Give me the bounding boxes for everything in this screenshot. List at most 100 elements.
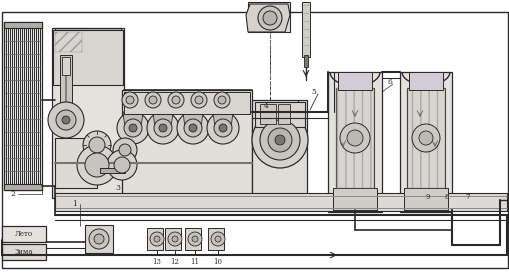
Circle shape: [217, 96, 225, 104]
Bar: [2, 226, 46, 242]
Bar: [408, 72, 442, 90]
Circle shape: [411, 124, 439, 152]
Polygon shape: [183, 112, 203, 128]
Circle shape: [145, 92, 161, 108]
Circle shape: [211, 232, 224, 246]
Bar: [55, 193, 506, 211]
Circle shape: [77, 145, 117, 185]
Circle shape: [56, 110, 76, 130]
Bar: [4, 184, 42, 190]
Circle shape: [114, 157, 130, 173]
Circle shape: [188, 232, 202, 246]
Circle shape: [62, 116, 70, 124]
Circle shape: [184, 119, 202, 137]
Text: 8: 8: [444, 193, 448, 201]
Bar: [251, 100, 306, 200]
Text: 10: 10: [213, 258, 222, 266]
Bar: [327, 72, 381, 212]
Circle shape: [172, 236, 178, 242]
Circle shape: [117, 112, 149, 144]
Bar: [122, 90, 251, 208]
Text: 4: 4: [263, 102, 268, 110]
Circle shape: [154, 236, 160, 242]
Circle shape: [107, 150, 137, 180]
Circle shape: [119, 144, 131, 156]
Circle shape: [340, 123, 369, 153]
Text: 13: 13: [152, 258, 161, 266]
Bar: [55, 32, 82, 52]
Bar: [335, 88, 373, 188]
Bar: [60, 55, 72, 105]
Circle shape: [218, 124, 227, 132]
Circle shape: [267, 128, 292, 152]
Text: Зима: Зима: [15, 248, 33, 256]
Circle shape: [48, 102, 84, 138]
Bar: [247, 2, 290, 32]
Circle shape: [150, 232, 164, 246]
Bar: [55, 138, 97, 188]
Bar: [4, 22, 42, 190]
Bar: [55, 28, 121, 58]
Circle shape: [346, 130, 362, 146]
Bar: [62, 57, 70, 75]
Bar: [301, 2, 309, 57]
Circle shape: [207, 112, 239, 144]
Bar: [124, 92, 249, 114]
Polygon shape: [153, 112, 173, 128]
Polygon shape: [213, 112, 233, 128]
Circle shape: [263, 11, 276, 25]
Circle shape: [260, 120, 299, 160]
Circle shape: [189, 124, 196, 132]
Text: Лето: Лето: [15, 230, 33, 238]
Circle shape: [177, 112, 209, 144]
Circle shape: [418, 131, 432, 145]
Polygon shape: [123, 112, 143, 128]
Circle shape: [167, 92, 184, 108]
Bar: [52, 28, 124, 198]
Circle shape: [129, 124, 137, 132]
Circle shape: [124, 119, 142, 137]
Circle shape: [94, 234, 104, 244]
Circle shape: [214, 92, 230, 108]
Circle shape: [159, 124, 166, 132]
Circle shape: [149, 96, 157, 104]
Bar: [399, 72, 451, 212]
Text: 5: 5: [311, 88, 316, 96]
Bar: [260, 104, 275, 124]
Circle shape: [194, 96, 203, 104]
Circle shape: [172, 96, 180, 104]
Bar: [4, 22, 42, 28]
Polygon shape: [245, 4, 290, 32]
Text: 12: 12: [170, 258, 179, 266]
Bar: [277, 104, 290, 124]
Bar: [406, 88, 444, 188]
Bar: [100, 168, 125, 173]
Bar: [2, 244, 46, 260]
Circle shape: [251, 112, 307, 168]
Circle shape: [89, 229, 109, 249]
Bar: [406, 88, 444, 188]
Text: 7: 7: [465, 193, 469, 201]
Bar: [337, 72, 371, 90]
Bar: [85, 225, 113, 253]
Text: 9: 9: [425, 193, 430, 201]
Bar: [403, 188, 447, 210]
Bar: [185, 228, 201, 250]
Bar: [332, 188, 376, 210]
Circle shape: [85, 153, 109, 177]
Bar: [208, 228, 223, 250]
Circle shape: [113, 138, 137, 162]
Circle shape: [167, 232, 182, 246]
Bar: [335, 88, 373, 188]
Circle shape: [154, 119, 172, 137]
Bar: [254, 102, 304, 127]
Circle shape: [274, 135, 285, 145]
Text: 3: 3: [115, 184, 120, 192]
Text: 11: 11: [190, 258, 199, 266]
Circle shape: [122, 92, 138, 108]
Circle shape: [191, 236, 197, 242]
Circle shape: [83, 131, 111, 159]
Text: 2: 2: [11, 190, 15, 198]
Text: 1: 1: [72, 200, 77, 208]
Circle shape: [214, 119, 232, 137]
